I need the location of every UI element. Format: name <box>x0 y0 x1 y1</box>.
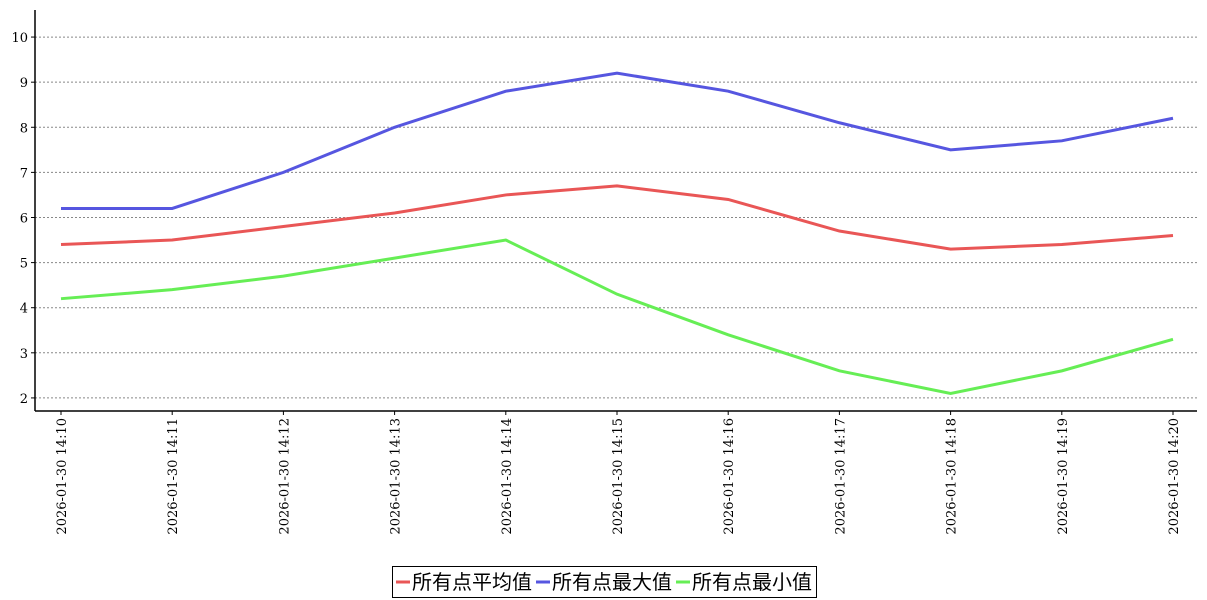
x-tick-label: 2026-01-30 14:15 <box>611 418 626 535</box>
x-tick-label: 2026-01-30 14:14 <box>500 418 515 535</box>
y-tick-label: 9 <box>20 76 28 91</box>
y-tick-label: 6 <box>20 211 28 226</box>
x-tick-label: 2026-01-30 14:13 <box>389 418 404 535</box>
data-line <box>60 238 1174 395</box>
x-tick-label: 2026-01-30 14:20 <box>1167 418 1182 535</box>
y-tick-label: 10 <box>11 31 28 46</box>
y-tick-label: 8 <box>20 121 28 136</box>
x-tick-label: 2026-01-30 14:10 <box>55 418 70 535</box>
legend-label: 所有点最小值 <box>692 570 812 594</box>
legend-label: 所有点最大值 <box>552 570 672 594</box>
x-tick-label: 2026-01-30 14:11 <box>166 418 181 535</box>
x-tick-label: 2026-01-30 14:19 <box>1056 418 1071 535</box>
y-tick-label: 7 <box>20 166 28 181</box>
legend-label: 所有点平均值 <box>412 570 532 594</box>
x-tick-label: 2026-01-30 14:18 <box>945 418 960 535</box>
y-tick-label: 5 <box>20 257 28 272</box>
y-tick-label: 4 <box>20 302 28 317</box>
x-tick-label: 2026-01-30 14:12 <box>277 418 292 535</box>
y-tick-label: 2 <box>20 392 28 407</box>
x-tick-label: 2026-01-30 14:17 <box>833 418 848 535</box>
legend: 所有点平均值 所有点最大值 所有点最小值 <box>392 566 817 598</box>
y-tick-label: 3 <box>20 347 28 362</box>
legend-box <box>392 566 817 598</box>
data-line <box>60 184 1174 251</box>
x-tick-label: 2026-01-30 14:16 <box>722 418 737 535</box>
data-line <box>61 71 1174 210</box>
